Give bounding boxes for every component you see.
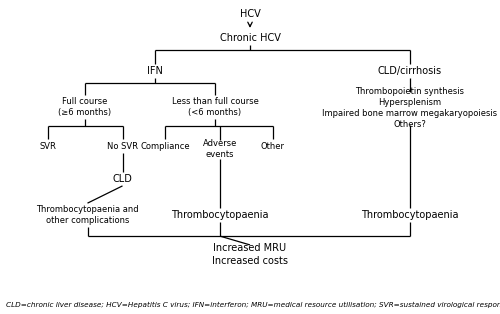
- Text: Thrombocytopaenia: Thrombocytopaenia: [361, 210, 459, 220]
- Text: Compliance: Compliance: [140, 142, 190, 150]
- Text: Adverse
events: Adverse events: [203, 139, 237, 159]
- Text: HCV: HCV: [240, 9, 260, 19]
- Text: No SVR: No SVR: [107, 142, 138, 150]
- Text: Other: Other: [260, 142, 284, 150]
- Text: CLD=chronic liver disease; HCV=Hepatitis C virus; IFN=interferon; MRU=medical re: CLD=chronic liver disease; HCV=Hepatitis…: [6, 302, 500, 308]
- Text: Less than full course
(<6 months): Less than full course (<6 months): [172, 97, 258, 117]
- Text: Chronic HCV: Chronic HCV: [220, 33, 280, 43]
- Text: Thrombopoietin synthesis
Hypersplenism
Impaired bone marrow megakaryopoiesis
Oth: Thrombopoietin synthesis Hypersplenism I…: [322, 87, 498, 129]
- Text: CLD/cirrhosis: CLD/cirrhosis: [378, 66, 442, 76]
- Text: Thrombocytopaenia: Thrombocytopaenia: [171, 210, 269, 220]
- Text: SVR: SVR: [39, 142, 56, 150]
- Text: CLD: CLD: [112, 174, 132, 184]
- Text: Increased MRU
Increased costs: Increased MRU Increased costs: [212, 243, 288, 266]
- Text: IFN: IFN: [147, 66, 163, 76]
- Text: Full course
(≥6 months): Full course (≥6 months): [58, 97, 112, 117]
- Text: Thrombocytopaenia and
other complications: Thrombocytopaenia and other complication…: [36, 205, 139, 225]
